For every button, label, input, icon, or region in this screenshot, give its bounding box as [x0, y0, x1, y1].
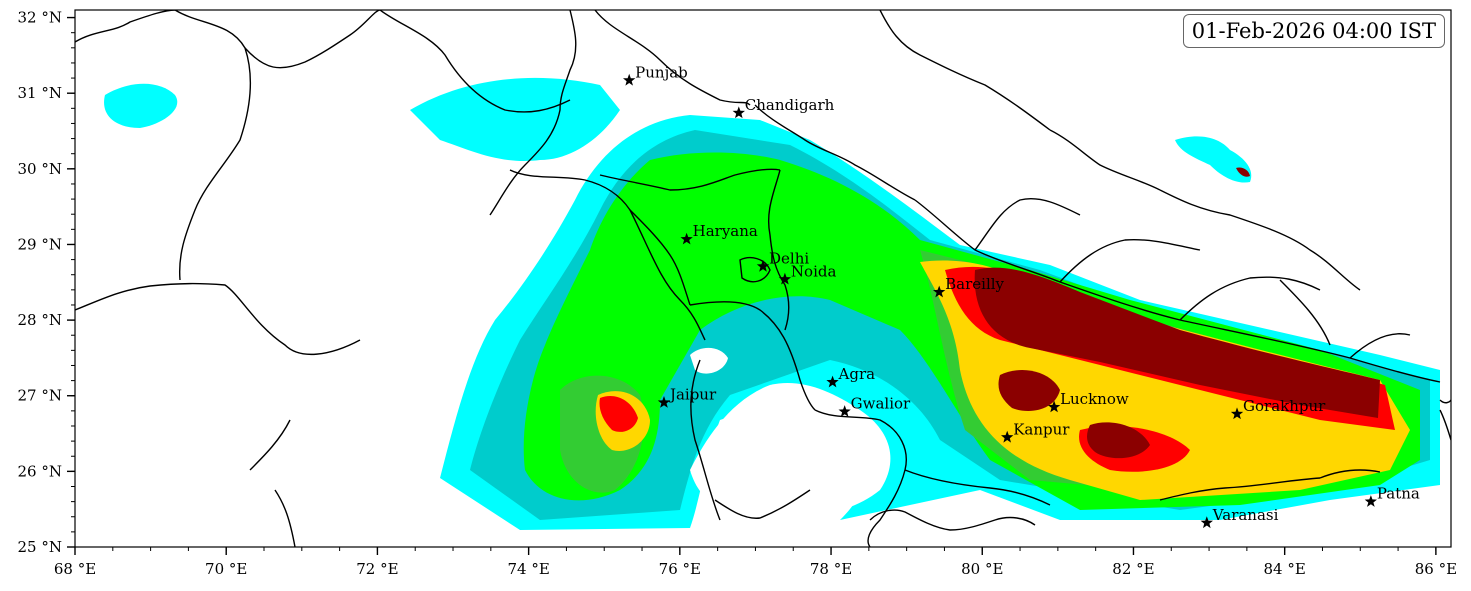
city-marker-chandigarh: Chandigarh: [732, 96, 835, 119]
precip-band-maroon-s: [1087, 422, 1150, 459]
precip-band-cyan-farw: [104, 83, 178, 128]
city-label: Bareilly: [945, 275, 1004, 293]
x-tick-label: 78 °E: [810, 560, 852, 578]
precip-band-maroon-ne: [1236, 167, 1250, 177]
y-tick-label: 30 °N: [18, 160, 62, 178]
star-icon: [1230, 407, 1244, 420]
city-marker-lucknow: Lucknow: [1047, 390, 1129, 413]
boundary-lines: [75, 10, 1451, 547]
city-marker-haryana: Haryana: [680, 222, 758, 245]
star-icon: [1364, 495, 1377, 507]
star-icon: [933, 285, 946, 298]
city-label: Gwalior: [851, 395, 911, 413]
star-icon: [657, 396, 671, 408]
y-tick-label: 26 °N: [18, 462, 62, 480]
latitude-axis: 25 °N 26 °N 27 °N 28 °N 29 °N 30 °N 31 °N 32 °N: [18, 9, 75, 556]
city-label: Varanasi: [1212, 506, 1279, 524]
city-marker-kanpur: Kanpur: [1001, 420, 1070, 443]
y-tick-label: 29 °N: [18, 235, 62, 253]
star-icon: [826, 375, 839, 388]
star-icon: [680, 232, 693, 245]
star-icon: [1200, 516, 1213, 529]
city-label: Jaipur: [668, 386, 717, 404]
city-marker-punjab: Punjab: [623, 63, 688, 86]
city-marker-bareilly: Bareilly: [933, 275, 1005, 298]
city-marker-varanasi: Varanasi: [1200, 506, 1279, 529]
y-tick-label: 27 °N: [18, 387, 62, 405]
city-label: Delhi: [769, 249, 809, 267]
city-label: Haryana: [693, 222, 758, 240]
x-tick-label: 84 °E: [1264, 560, 1306, 578]
precip-band-red-w: [599, 396, 638, 432]
star-icon: [756, 259, 770, 272]
x-tick-label: 74 °E: [507, 560, 549, 578]
city-label: Kanpur: [1013, 420, 1070, 438]
precipitation-layer: [75, 10, 1451, 547]
x-tick-label: 72 °E: [356, 560, 398, 578]
city-marker-jaipur: Jaipur: [657, 386, 717, 408]
x-tick-label: 76 °E: [659, 560, 701, 578]
x-tick-label: 70 °E: [205, 560, 247, 578]
city-label: Punjab: [635, 63, 688, 81]
city-label: Agra: [838, 365, 876, 383]
city-label: Lucknow: [1060, 390, 1129, 408]
precip-band-cyan-nw: [410, 77, 620, 161]
star-icon: [732, 106, 745, 119]
star-icon: [838, 405, 851, 417]
x-tick-label: 86 °E: [1415, 560, 1457, 578]
precip-band-cyan-ne: [1175, 136, 1252, 183]
city-label: Patna: [1377, 485, 1420, 503]
precip-band-maroon-c: [998, 370, 1060, 411]
city-label: Gorakhpur: [1243, 397, 1326, 415]
x-tick-label: 68 °E: [54, 560, 96, 578]
city-label: Noida: [791, 262, 837, 280]
y-tick-label: 28 °N: [18, 311, 62, 329]
city-marker-noida: Noida: [778, 262, 837, 285]
precip-band-maroon: [974, 267, 1380, 418]
x-tick-label: 82 °E: [1112, 560, 1154, 578]
city-marker-agra: Agra: [826, 365, 876, 388]
city-marker-gorakhpur: Gorakhpur: [1230, 397, 1326, 420]
star-icon: [778, 272, 792, 285]
star-icon: [623, 73, 636, 86]
y-tick-label: 25 °N: [18, 538, 62, 556]
city-marker-patna: Patna: [1364, 485, 1420, 507]
star-icon: [1001, 430, 1014, 443]
city-label: Chandigarh: [745, 96, 835, 114]
clear-area-jaipur: [690, 347, 728, 374]
city-marker-gwalior: Gwalior: [838, 395, 911, 417]
plot-frame: [74, 9, 1452, 548]
star-icon: [1047, 400, 1061, 413]
city-marker-delhi: Delhi: [756, 249, 809, 272]
x-tick-label: 80 °E: [961, 560, 1003, 578]
longitude-axis: 68 °E 70 °E 72 °E 74 °E 76 °E 78 °E 80 °E 82 °E…: [54, 547, 1457, 578]
y-tick-label: 31 °N: [18, 84, 62, 102]
y-tick-label: 32 °N: [18, 9, 62, 27]
clear-area-south: [690, 382, 891, 520]
timestamp-label: 01-Feb-2026 04:00 IST: [1182, 14, 1445, 48]
